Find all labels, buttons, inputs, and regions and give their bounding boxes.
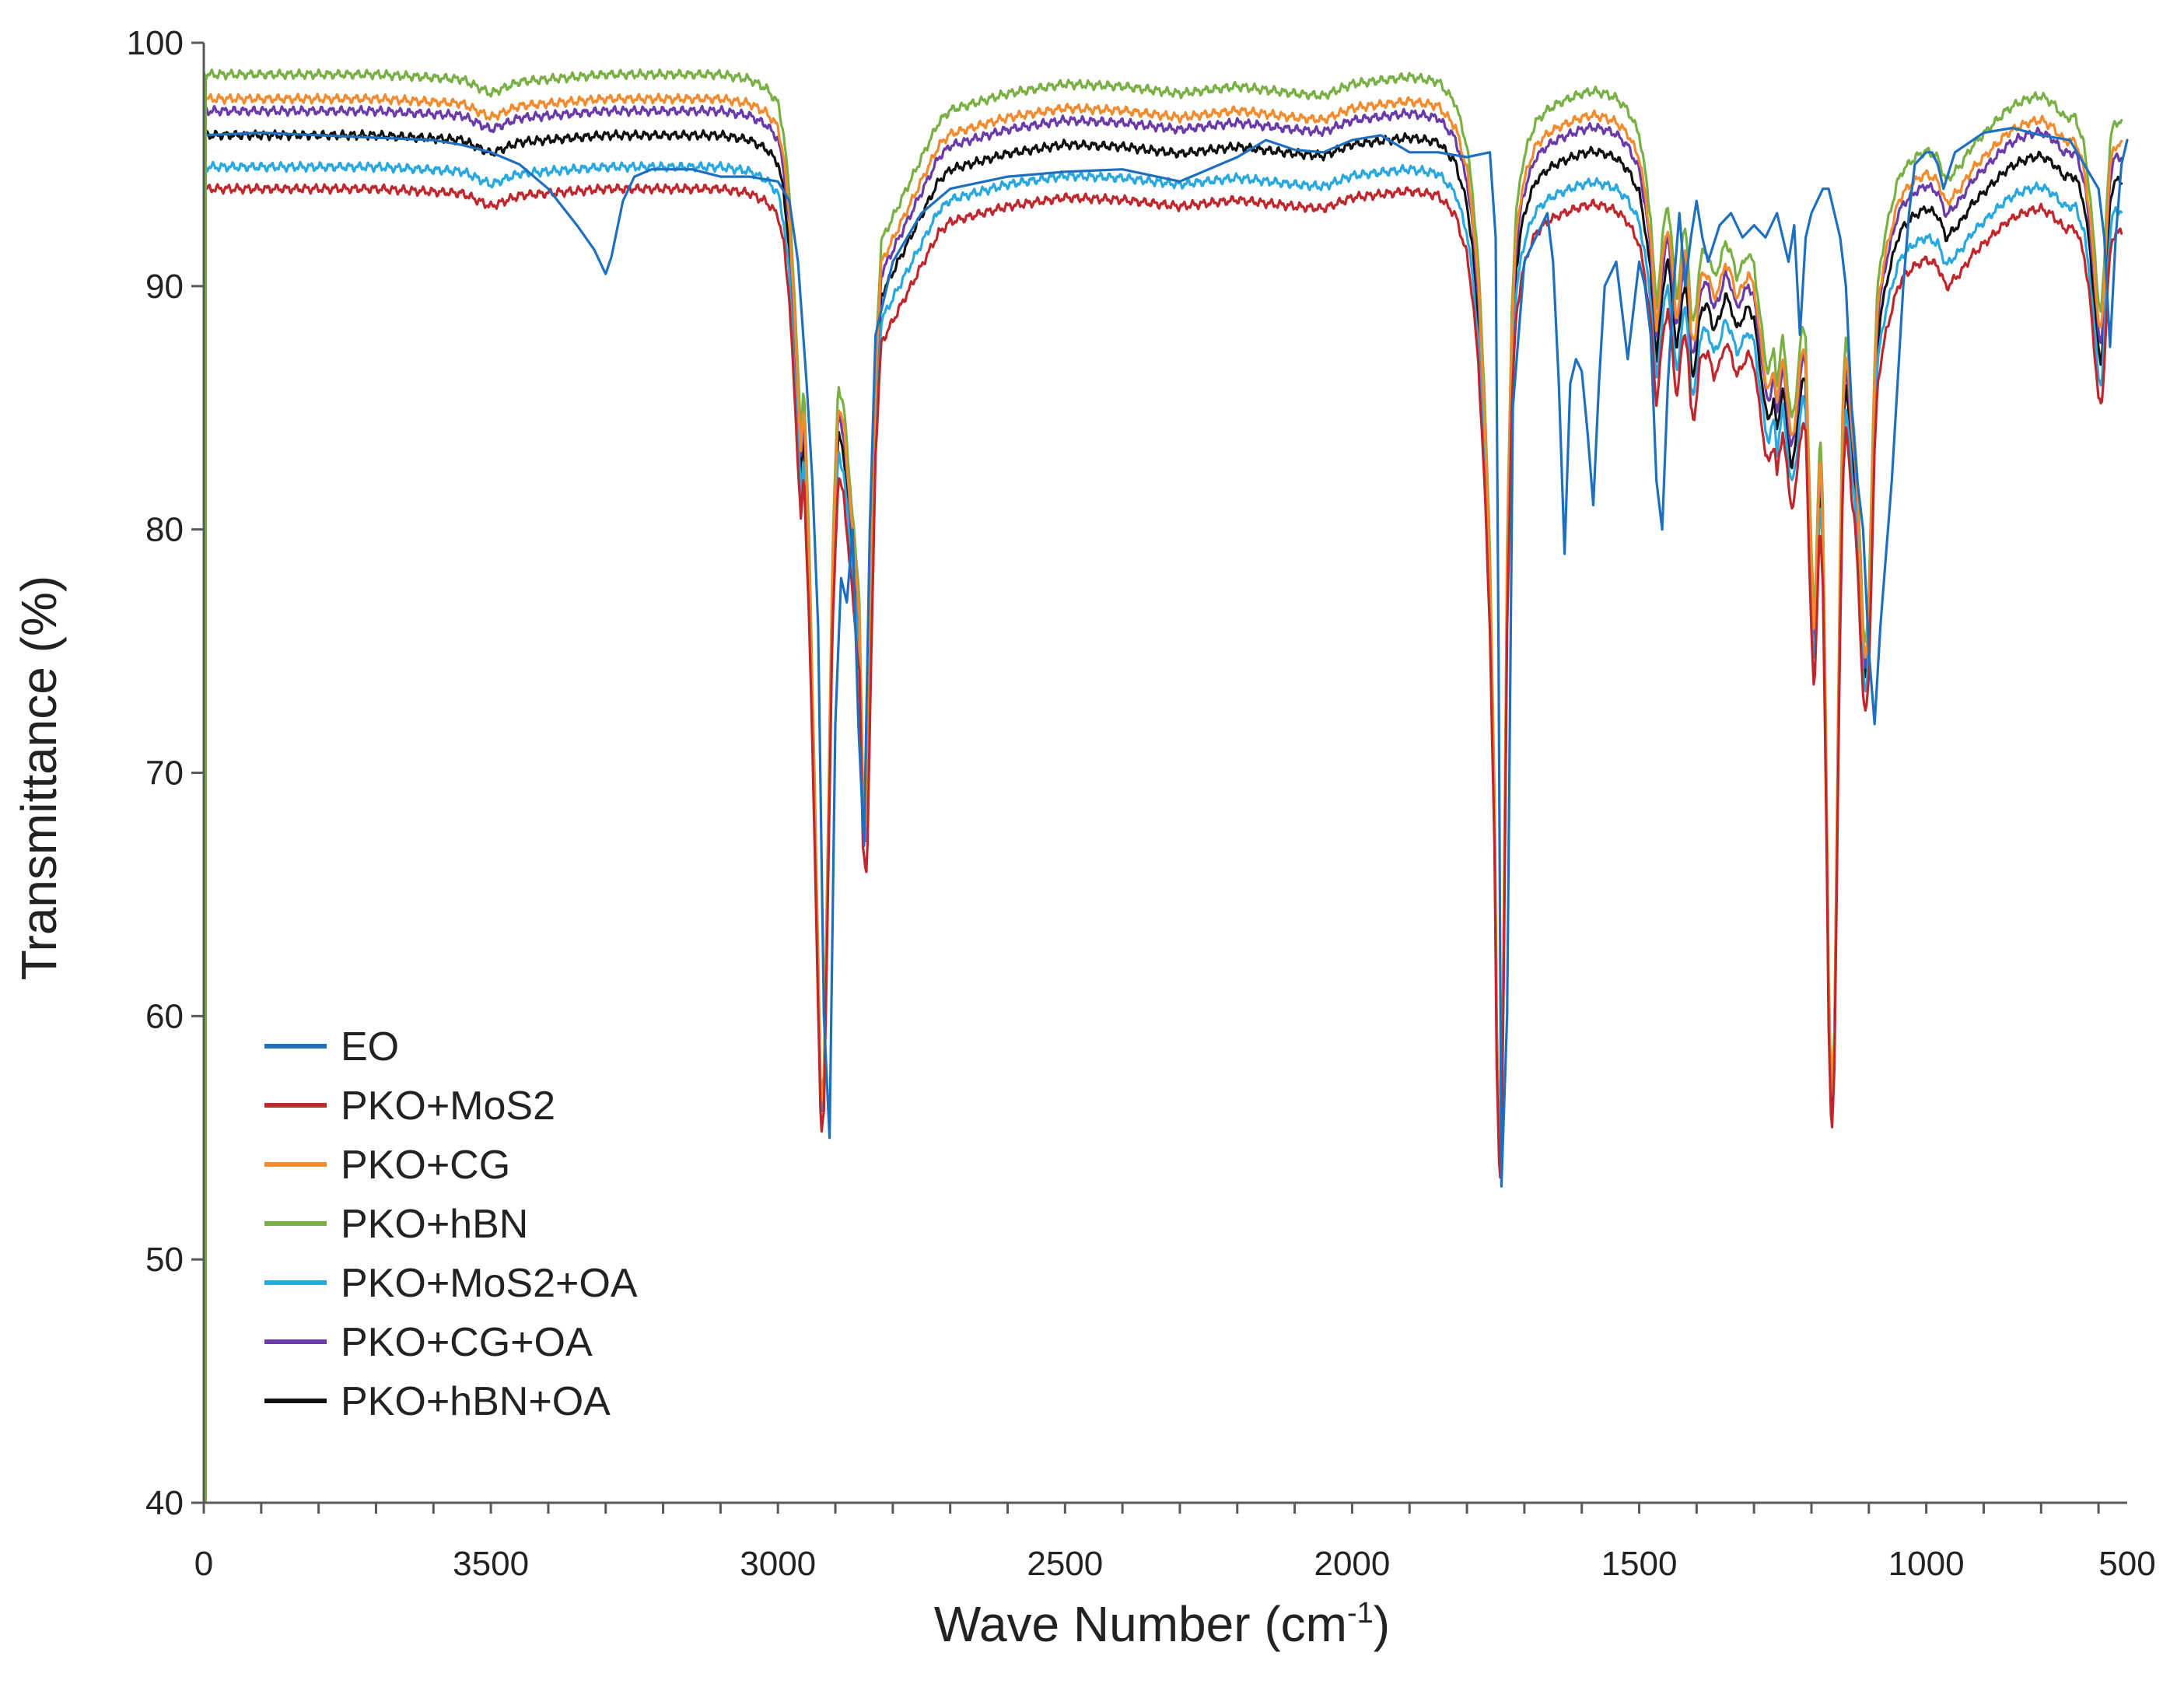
legend: EO PKO+MoS2 PKO+CG PKO+hBN PKO+MoS2+OA PKO+CG… bbox=[264, 1024, 638, 1424]
x-tick-label: 2500 bbox=[1027, 1545, 1103, 1583]
x-tick-label: 3500 bbox=[453, 1545, 529, 1583]
x-tick-label: 1500 bbox=[1601, 1545, 1678, 1583]
series-layer bbox=[202, 68, 2129, 1503]
y-tick-label: 90 bbox=[145, 268, 184, 306]
legend-label: PKO+hBN+OA bbox=[341, 1379, 611, 1424]
x-tick-label: 2000 bbox=[1314, 1545, 1390, 1583]
series-line-pko-mos2 bbox=[202, 183, 2123, 1179]
y-axis-title: Transmittance (%) bbox=[11, 576, 67, 980]
series-line-pko-cg bbox=[202, 93, 2123, 1150]
x-axis-title-main: Wave Number (cm bbox=[934, 1596, 1347, 1652]
axes-layer bbox=[191, 41, 2127, 1514]
x-tick-label: 500 bbox=[2098, 1545, 2155, 1583]
legend-label: PKO+CG bbox=[341, 1143, 510, 1188]
x-tick-label: 1000 bbox=[1888, 1545, 1965, 1583]
legend-label: EO bbox=[341, 1024, 399, 1070]
series-line-pko-mos2-oa bbox=[202, 160, 2123, 1146]
x-axis-title-close: ) bbox=[1374, 1596, 1390, 1652]
legend-label: PKO+CG+OA bbox=[341, 1320, 593, 1365]
y-tick-label: 50 bbox=[145, 1241, 184, 1279]
series-line-eo bbox=[202, 126, 2129, 1188]
y-tick-label: 100 bbox=[127, 24, 184, 62]
legend-label: PKO+MoS2 bbox=[341, 1084, 555, 1129]
series-line-pko-hbn bbox=[202, 68, 2123, 1137]
series-line-pko-cg-oa bbox=[202, 104, 2123, 1150]
legend-label: PKO+hBN bbox=[341, 1202, 528, 1247]
y-tick-label: 70 bbox=[145, 754, 184, 793]
x-axis-title: Wave Number (cm-1) bbox=[934, 1596, 1390, 1652]
legend-label: PKO+MoS2+OA bbox=[341, 1261, 638, 1306]
x-tick-label: 3000 bbox=[740, 1545, 816, 1583]
x-tick-label: 0 bbox=[194, 1545, 213, 1583]
y-tick-label: 80 bbox=[145, 511, 184, 549]
y-tick-label: 60 bbox=[145, 997, 184, 1035]
series-line-pko-hbn-oa bbox=[202, 129, 2123, 1157]
y-tick-label: 40 bbox=[145, 1484, 184, 1522]
x-axis-title-superscript: -1 bbox=[1347, 1597, 1374, 1630]
